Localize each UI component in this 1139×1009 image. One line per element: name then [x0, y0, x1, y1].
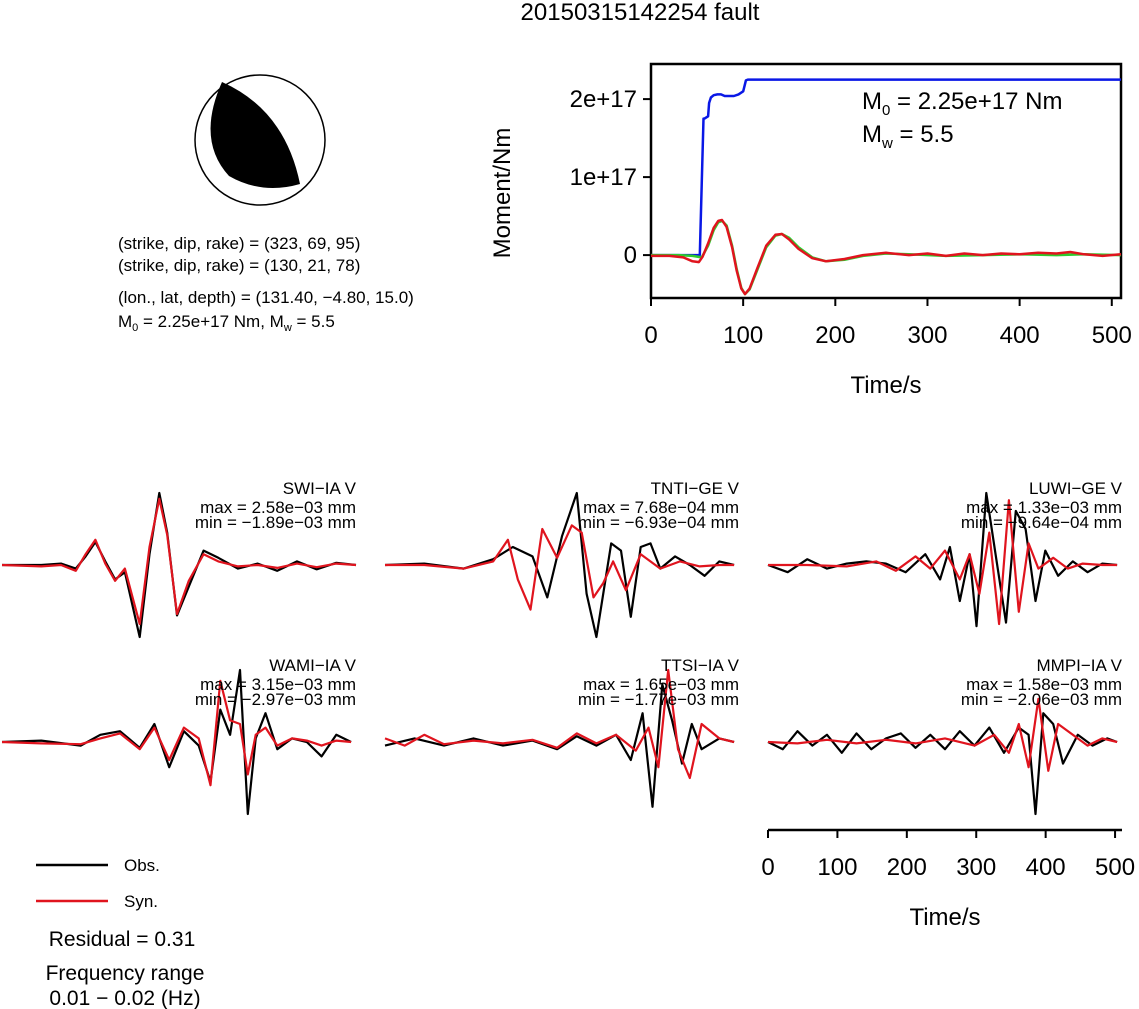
waveform-xlabel: Time/s	[909, 904, 980, 931]
waveform-xtick-label: 300	[956, 854, 996, 881]
station-max: max = 1.58e−03 mm	[966, 675, 1122, 694]
station-label: LUWI−GE V	[1029, 479, 1123, 498]
legend-obs-label: Obs.	[124, 856, 160, 875]
obs-trace	[384, 683, 735, 808]
syn-trace	[768, 499, 1118, 626]
legend-syn-label: Syn.	[124, 892, 158, 911]
mechanism-line-2: (strike, dip, rake) = (130, 21, 78)	[118, 256, 360, 275]
waveform-time-axis: Time/s 0 100 200 300 400 500	[761, 828, 1135, 931]
moment-ytick-label: 1e+17	[570, 164, 637, 191]
moment-plot-frame	[649, 62, 1123, 300]
obs-trace	[767, 491, 1118, 628]
moment-xtick-label: 0	[644, 322, 657, 349]
moment-ytick-label: 2e+17	[570, 86, 637, 113]
station-label: SWI−IA V	[283, 479, 357, 498]
frequency-range-label: Frequency range	[46, 962, 205, 985]
syn-trace	[1, 679, 352, 787]
residual-text: Residual = 0.31	[49, 928, 196, 951]
moment-series-rate	[651, 219, 1122, 296]
mechanism-info: (strike, dip, rake) = (323, 69, 95) (str…	[118, 234, 414, 334]
mechanism-line-3: (lon., lat, depth) = (131.40, −4.80, 15.…	[118, 288, 414, 307]
station-max: max = 7.68e−04 mm	[583, 498, 739, 517]
station-max: max = 2.58e−03 mm	[200, 498, 356, 517]
moment-annotation-m0: M0 = 2.25e+17 Nm	[862, 88, 1062, 119]
station-label: WAMI−IA V	[269, 656, 356, 675]
station-min: min = −1.89e−03 mm	[195, 513, 356, 532]
moment-xtick-label: 500	[1092, 322, 1132, 349]
moment-xtick-label: 300	[907, 322, 947, 349]
station-label: TNTI−GE V	[651, 479, 740, 498]
beachball-icon	[194, 74, 326, 206]
station-min: min = −1.77e−03 mm	[578, 690, 739, 709]
station-max: max = 1.65e−03 mm	[583, 675, 739, 694]
moment-annotation-mw: Mw = 5.5	[862, 121, 954, 152]
moment-rate-chart: 0 100 200 300 400 500 0 1e+17 2e+17 Moment/Nm Ti…	[489, 62, 1132, 399]
legend: Obs. Syn.	[36, 856, 160, 911]
obs-trace	[384, 491, 735, 639]
moment-xtick-label: 100	[723, 322, 763, 349]
moment-ytick-label: 0	[624, 242, 637, 269]
waveform-xtick-label: 200	[887, 854, 927, 881]
station-min: min = −2.06e−03 mm	[961, 690, 1122, 709]
figure-title: 20150315142254 fault	[521, 0, 760, 26]
station-label: TTSI−IA V	[661, 656, 740, 675]
syn-trace	[385, 524, 735, 611]
waveform-xtick-label: 400	[1026, 854, 1066, 881]
station-min: min = −2.97e−03 mm	[195, 690, 356, 709]
moment-xlabel: Time/s	[850, 372, 921, 399]
frequency-range-value: 0.01 − 0.02 (Hz)	[49, 987, 200, 1009]
station-min: min = −9.64e−04 mm	[961, 513, 1122, 532]
moment-series-rate-syn	[651, 218, 1122, 296]
station-max: max = 1.33e−03 mm	[966, 498, 1122, 517]
waveform-xtick-label: 100	[817, 854, 857, 881]
station-label: MMPI−IA V	[1037, 656, 1123, 675]
mechanism-line-1: (strike, dip, rake) = (323, 69, 95)	[118, 234, 360, 253]
station-min: min = −6.93e−04 mm	[578, 513, 739, 532]
moment-series-cumulative	[651, 78, 1121, 257]
syn-trace	[384, 668, 735, 780]
mechanism-line-4: M0 = 2.25e+17 Nm, Mw = 5.5	[118, 312, 335, 334]
waveform-xtick-label: 0	[761, 854, 774, 881]
moment-xtick-label: 200	[815, 322, 855, 349]
station-max: max = 3.15e−03 mm	[200, 675, 356, 694]
moment-xtick-label: 400	[1000, 322, 1040, 349]
moment-ylabel: Moment/Nm	[489, 128, 516, 259]
syn-trace	[1, 497, 357, 626]
waveform-xtick-label: 500	[1095, 854, 1135, 881]
syn-trace	[767, 697, 1118, 772]
